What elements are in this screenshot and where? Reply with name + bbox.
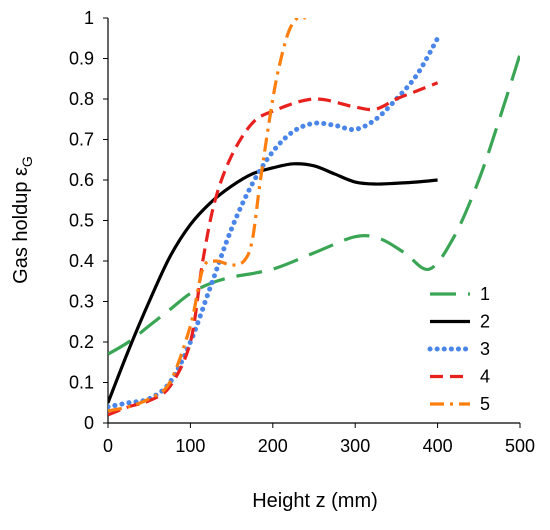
y-tick-label: 1 [84,8,94,28]
y-tick-label: 0.3 [69,292,94,312]
series-line-1 [108,53,520,356]
x-tick-label: 500 [505,436,535,456]
y-axis-title-main: Gas holdup ε [10,167,32,284]
x-axis-title: Height z (mm) [252,490,378,512]
y-tick-label: 0.4 [69,251,94,271]
y-tick-label: 0.1 [69,373,94,393]
axes-layer [103,17,521,428]
series-line-5 [108,18,306,413]
x-tick-label: 400 [423,436,453,456]
tick-labels-layer: 0 100 200 300 400 500 0 0.1 0.2 0.3 0.4 0.5 0.6 0.7 0.… [69,8,535,456]
y-tick-label: 0.9 [69,49,94,69]
y-tick-label: 0.8 [69,89,94,109]
series-layer [108,18,520,417]
y-tick-label: 0.2 [69,332,94,352]
y-tick-label: 0.6 [69,170,94,190]
y-tick-label: 0.5 [69,211,94,231]
legend-label-5: 5 [480,394,490,414]
legend-label-1: 1 [480,284,490,304]
y-axis-title-subscript: G [19,156,35,167]
x-tick-label: 300 [340,436,370,456]
x-tick-label: 0 [103,436,113,456]
y-axis-title: Gas holdup εG [10,156,35,284]
legend: 1 2 3 4 5 [427,284,490,414]
y-tick-label: 0 [84,413,94,433]
legend-label-2: 2 [480,312,490,332]
legend-label-3: 3 [480,339,490,359]
series-line-3 [108,35,441,410]
x-tick-label: 100 [175,436,205,456]
series-line-4 [108,81,439,417]
x-tick-label: 200 [258,436,288,456]
legend-label-4: 4 [480,367,490,387]
series-line-2 [108,162,438,404]
y-tick-label: 0.7 [69,130,94,150]
